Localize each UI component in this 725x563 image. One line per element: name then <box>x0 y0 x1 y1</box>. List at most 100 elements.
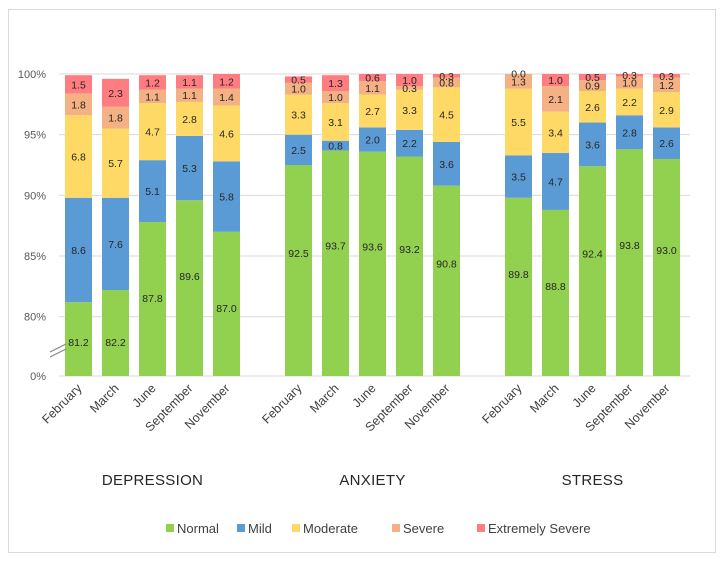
bar-segment <box>176 88 203 102</box>
axes: 0% 80% 85% 90% 95% 100% <box>18 69 67 383</box>
data-label: 1.0 <box>622 77 637 89</box>
bar-segment <box>396 74 423 87</box>
data-label: 2.8 <box>182 114 197 126</box>
bar-segment <box>653 158 680 376</box>
bar-segment <box>65 197 92 303</box>
bar-segment <box>579 122 606 167</box>
data-label: 4.5 <box>439 110 454 122</box>
data-label: 1.1 <box>182 77 197 89</box>
data-label: 1.1 <box>365 83 380 95</box>
bar-segment <box>65 93 92 116</box>
y-tick-label: 0% <box>30 371 46 383</box>
data-label: 1.2 <box>219 76 234 88</box>
bar-segment <box>433 185 460 376</box>
data-label: 3.3 <box>291 110 306 122</box>
bar-segment <box>359 94 386 128</box>
data-label: 1.2 <box>659 80 674 92</box>
bar-segment <box>505 74 532 89</box>
data-label: 90.8 <box>436 258 457 270</box>
data-label: 4.6 <box>219 128 234 140</box>
data-label: 0.9 <box>585 81 600 93</box>
data-label: 82.2 <box>105 337 126 349</box>
bar-segment <box>579 74 606 81</box>
bar-segment <box>542 152 569 210</box>
bar-segment <box>176 75 203 89</box>
bar-segment <box>359 127 386 152</box>
data-label: 1.0 <box>548 75 563 87</box>
bar-segment <box>322 140 349 151</box>
bar-segment <box>322 90 349 104</box>
data-label: 0.8 <box>439 77 454 89</box>
data-label: 1.5 <box>71 79 86 91</box>
category-label: March <box>527 381 561 415</box>
bar-segment <box>433 74 460 78</box>
bar-segment <box>433 141 460 186</box>
data-label: 0.5 <box>291 74 306 86</box>
bar-segment <box>433 87 460 142</box>
bar-segment <box>322 103 349 141</box>
category-label: June <box>130 381 159 410</box>
bar-segment <box>139 75 166 90</box>
group-label: DEPRESSION <box>102 472 203 489</box>
data-label: 88.8 <box>545 281 566 293</box>
category-label: February <box>479 381 525 427</box>
data-label: 0.3 <box>402 83 417 95</box>
data-label: 1.0 <box>291 84 306 96</box>
y-tick-label: 85% <box>24 251 46 263</box>
legend: Normal Mild Moderate Severe Extremely Severe <box>166 521 591 536</box>
data-label: 92.5 <box>288 248 309 260</box>
bar-segment <box>322 150 349 376</box>
data-label: 89.8 <box>508 269 529 281</box>
bar-segment <box>102 128 129 198</box>
legend-swatch <box>392 524 400 532</box>
category-label: March <box>307 381 341 415</box>
bar-segment <box>653 77 680 93</box>
y-tick-label: 95% <box>24 130 46 142</box>
bar-segment <box>616 76 643 89</box>
bar-segment <box>139 89 166 104</box>
data-label: 1.3 <box>511 76 526 88</box>
y-tick-label: 100% <box>18 69 46 81</box>
data-label: 0.3 <box>439 71 454 83</box>
data-label: 93.7 <box>325 241 346 253</box>
data-label: 1.1 <box>145 91 160 103</box>
data-label: 0.0 <box>511 68 526 80</box>
group-label: STRESS <box>562 472 624 489</box>
data-label: 93.0 <box>656 245 677 257</box>
data-label: 0.6 <box>365 73 380 85</box>
bar-segment <box>322 75 349 91</box>
bar-segment <box>396 156 423 376</box>
data-label: 5.7 <box>108 158 123 170</box>
data-label: 1.1 <box>182 90 197 102</box>
data-label: 2.2 <box>622 97 637 109</box>
data-label: 0.8 <box>328 141 343 153</box>
data-label: 2.3 <box>108 88 123 100</box>
bar-segment <box>396 129 423 157</box>
category-label: June <box>570 381 599 410</box>
bar-segment <box>176 101 203 136</box>
category-label: February <box>259 381 305 427</box>
bar-segment <box>139 160 166 223</box>
bar-segment <box>542 209 569 376</box>
data-label: 2.0 <box>365 135 380 147</box>
legend-label: Severe <box>403 521 444 536</box>
data-label: 2.7 <box>365 106 380 118</box>
bar-segment <box>213 105 240 162</box>
bar-segment <box>213 231 240 376</box>
data-label: 2.6 <box>585 102 600 114</box>
data-label: 1.2 <box>145 77 160 89</box>
bar-segment <box>359 74 386 82</box>
data-label: 1.8 <box>71 99 86 111</box>
data-label: 93.6 <box>362 241 383 253</box>
bar-segment <box>285 165 312 376</box>
category-label: February <box>39 381 85 427</box>
data-label: 4.7 <box>145 127 160 139</box>
bar-segment <box>616 88 643 116</box>
bar-segment <box>102 197 129 291</box>
data-label: 2.8 <box>622 127 637 139</box>
data-label: 2.1 <box>548 94 563 106</box>
bar-segment <box>359 81 386 95</box>
bar-segment <box>579 90 606 123</box>
legend-swatch <box>477 524 485 532</box>
data-label: 2.5 <box>291 145 306 157</box>
